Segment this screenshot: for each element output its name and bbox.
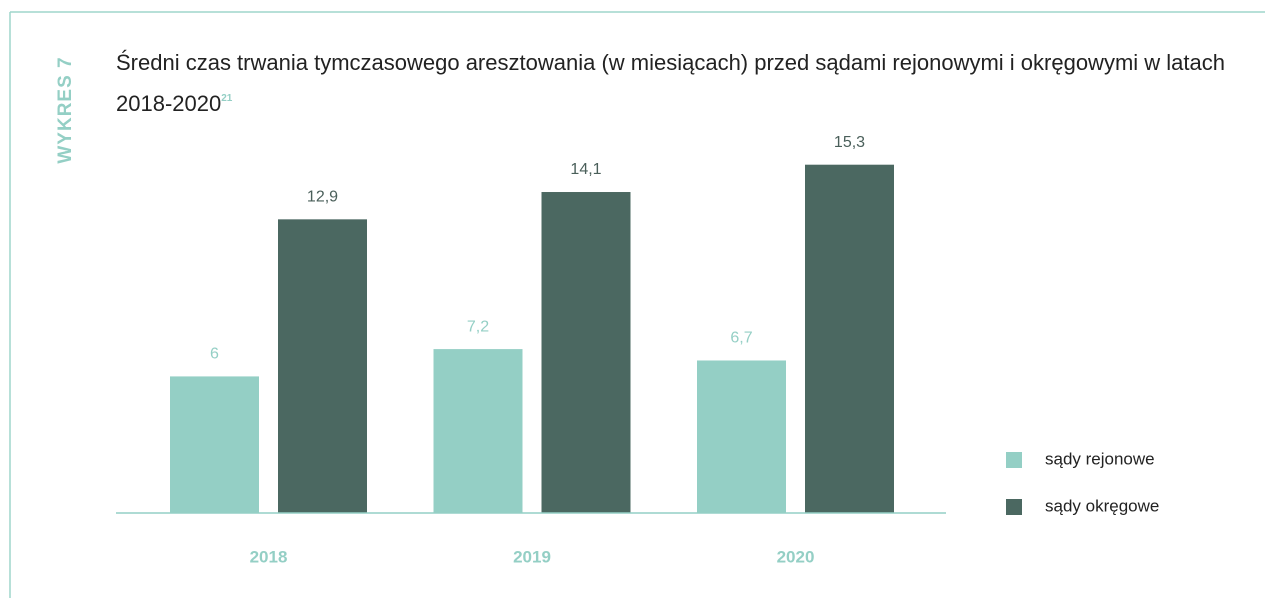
chart-title: Średni czas trwania tymczasowego areszto… bbox=[116, 45, 1236, 122]
value-label: 12,9 bbox=[307, 189, 338, 206]
x-tick-label: 2020 bbox=[777, 547, 815, 566]
value-label: 15,3 bbox=[834, 134, 865, 151]
value-label: 6,7 bbox=[730, 330, 752, 347]
bar bbox=[697, 360, 786, 513]
value-label: 7,2 bbox=[467, 318, 489, 335]
legend-label: sądy okręgowe bbox=[1045, 496, 1159, 515]
bar bbox=[278, 219, 367, 513]
x-tick-label: 2018 bbox=[250, 547, 288, 566]
legend-swatch bbox=[1006, 452, 1022, 468]
bar bbox=[170, 376, 259, 513]
value-label: 6 bbox=[210, 346, 219, 363]
chart-label: WYKRES 7 bbox=[55, 56, 76, 163]
bar bbox=[541, 192, 631, 514]
bar bbox=[433, 349, 523, 513]
legend-swatch bbox=[1006, 499, 1022, 515]
legend-label: sądy rejonowe bbox=[1045, 449, 1155, 468]
value-label: 14,1 bbox=[570, 161, 601, 178]
bar bbox=[805, 164, 894, 513]
title-text: Średni czas trwania tymczasowego areszto… bbox=[116, 50, 1225, 116]
title-note: 21 bbox=[221, 93, 233, 104]
x-tick-label: 2019 bbox=[513, 547, 551, 566]
